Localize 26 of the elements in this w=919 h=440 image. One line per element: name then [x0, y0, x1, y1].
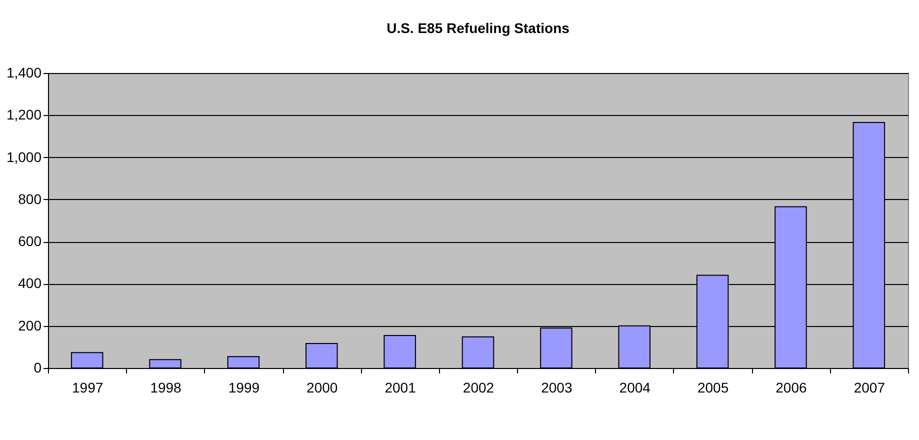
- x-tick-label: 2002: [462, 380, 494, 396]
- x-tick-label: 2004: [619, 380, 651, 396]
- y-tick-label: 600: [18, 233, 42, 250]
- bar: [149, 359, 182, 368]
- bar: [306, 343, 338, 368]
- y-tick-label: 200: [18, 317, 42, 334]
- y-tick-label: 800: [18, 190, 42, 207]
- x-tick-label: 2007: [854, 380, 886, 396]
- y-tick-label: 400: [18, 275, 42, 292]
- x-tick-label: 1999: [228, 380, 260, 396]
- chart-title: U.S. E85 Refueling Stations: [386, 20, 570, 36]
- bar: [227, 356, 260, 368]
- y-tick-label: 1,400: [6, 64, 42, 80]
- x-tick-label: 2000: [306, 380, 338, 396]
- y-tick-label: 0: [34, 360, 42, 376]
- x-tick-label: 2006: [776, 380, 808, 396]
- x-tick-label: 1997: [72, 380, 104, 396]
- y-tick-label: 1,000: [6, 148, 42, 165]
- x-tick-label: 2001: [384, 380, 416, 396]
- bar: [462, 336, 494, 368]
- y-tick-label: 1,200: [6, 106, 42, 123]
- x-tick-label: 2003: [541, 380, 572, 396]
- x-tick-label: 1998: [150, 380, 182, 396]
- bar: [70, 352, 104, 368]
- bar: [384, 335, 416, 368]
- x-tick-label: 2005: [697, 380, 729, 396]
